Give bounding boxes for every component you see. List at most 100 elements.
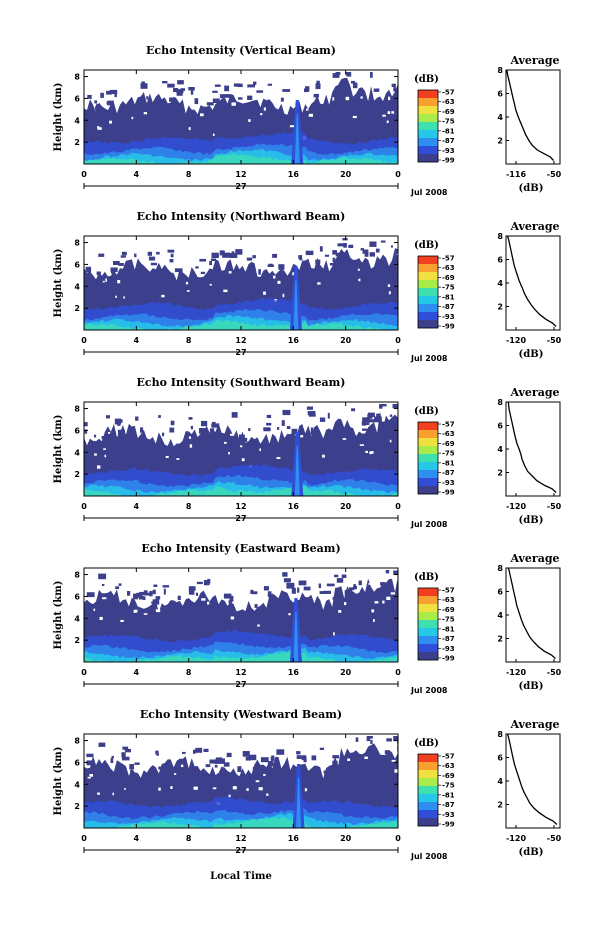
avg-x-tick-label: -50: [547, 502, 562, 511]
echo-patch: [353, 584, 356, 589]
echo-patch: [122, 746, 129, 750]
echo-patch: [267, 264, 274, 267]
panel-title: Echo Intensity (Northward Beam): [137, 210, 346, 223]
echo-patch: [352, 82, 358, 89]
echo-gap: [193, 786, 198, 790]
echo-patch: [110, 758, 114, 763]
echo-patch: [346, 72, 352, 77]
echo-patch: [96, 103, 99, 107]
date-label: Jul 2008: [410, 852, 448, 861]
echo-gap: [368, 583, 373, 585]
echo-patch: [231, 251, 235, 258]
colorbar-tick-label: -93: [442, 645, 455, 653]
echo-field: [84, 570, 398, 662]
x-tick-label: 0: [81, 834, 87, 843]
echo-patch: [162, 432, 165, 437]
echo-gap: [360, 96, 363, 99]
echo-gap: [263, 773, 266, 776]
x-axis-label: Local Time: [210, 871, 272, 882]
colorbar-tick-label: -93: [442, 811, 455, 819]
echo-patch: [310, 427, 314, 434]
echo-patch: [258, 269, 261, 275]
avg-frame: [505, 235, 561, 331]
echo-patch: [170, 420, 175, 426]
echo-gap: [371, 609, 375, 613]
echo-patch: [291, 428, 298, 435]
echo-patch: [252, 255, 256, 259]
echo-patch: [212, 98, 220, 103]
avg-x-tick-label: -50: [547, 170, 562, 179]
echo-patch: [194, 98, 199, 105]
echo-patch: [301, 755, 307, 761]
colorbar-swatch: [418, 818, 438, 827]
echo-patch: [315, 83, 321, 90]
echo-gap: [131, 116, 134, 120]
echo-patch: [263, 428, 271, 432]
avg-profile-line: [506, 235, 557, 327]
colorbar-tick-label: -87: [442, 469, 455, 477]
echo-patch: [209, 759, 216, 764]
x-tick-label: 4: [134, 834, 140, 843]
echo-patch: [332, 250, 337, 255]
echo-patch: [203, 580, 210, 586]
avg-y-tick-label: 2: [497, 137, 503, 146]
echo-patch: [237, 83, 243, 88]
echo-patch: [155, 750, 159, 755]
echo-gap: [188, 436, 191, 439]
echo-gap: [97, 465, 101, 469]
colorbar-unit: (dB): [414, 74, 439, 85]
echo-patch: [319, 246, 323, 252]
echo-gap: [259, 448, 261, 452]
echo-patch: [180, 88, 185, 91]
colorbar-unit: (dB): [414, 406, 439, 417]
echo-patch: [247, 95, 253, 100]
x-tick-label: 12: [235, 834, 246, 843]
colorbar-tick-label: -99: [442, 489, 455, 497]
colorbar-tick-label: -81: [442, 127, 455, 135]
colorbar-tick-label: -75: [442, 284, 455, 292]
avg-y-tick-label: 4: [497, 777, 503, 786]
echo-gap: [386, 120, 389, 123]
echo-spike-core: [293, 280, 299, 330]
colorbar-swatch: [418, 628, 438, 637]
avg-y-tick-label: 2: [497, 303, 503, 312]
panel-3: Echo Intensity (Southward Beam) 8 6 4 2 Heigh…: [53, 376, 562, 529]
echo-patch: [169, 427, 175, 433]
echo-gap: [155, 609, 161, 613]
panel-4: Echo Intensity (Eastward Beam) 8 6 4 2 Height…: [53, 542, 562, 695]
echo-gap: [357, 268, 360, 271]
avg-x-tick-label: -120: [506, 834, 526, 843]
echo-gap: [382, 600, 385, 604]
echo-patch: [327, 412, 330, 419]
date-day-label: 27: [235, 348, 246, 357]
avg-x-label: (dB): [519, 183, 544, 194]
echo-patch: [167, 83, 175, 88]
echo-gap: [209, 283, 212, 286]
echo-gap: [161, 294, 165, 298]
colorbar-swatch: [418, 304, 438, 313]
echo-patch: [98, 253, 105, 257]
echo-layer: [84, 817, 398, 828]
date-label: Jul 2008: [410, 686, 448, 695]
echo-patch: [261, 103, 268, 107]
echo-patch: [139, 591, 147, 596]
echo-patch: [228, 600, 232, 604]
echo-gap: [112, 792, 114, 796]
echo-patch: [115, 586, 120, 590]
echo-patch: [211, 252, 219, 259]
echo-patch: [266, 422, 272, 426]
echo-patch: [281, 420, 285, 426]
echo-patch: [272, 253, 278, 258]
echo-gap: [387, 111, 391, 114]
echo-gap: [306, 108, 309, 111]
colorbar-tick-label: -81: [442, 459, 455, 467]
colorbar-tick-label: -57: [442, 89, 455, 97]
echo-patch: [147, 251, 152, 256]
x-tick-label: 0: [81, 336, 87, 345]
colorbar-tick-label: -69: [442, 108, 455, 116]
colorbar-swatch: [418, 122, 438, 131]
echo-gap: [322, 454, 325, 458]
echo-patch: [130, 769, 134, 775]
echo-patch: [247, 84, 256, 88]
avg-y-tick-label: 4: [497, 445, 503, 454]
